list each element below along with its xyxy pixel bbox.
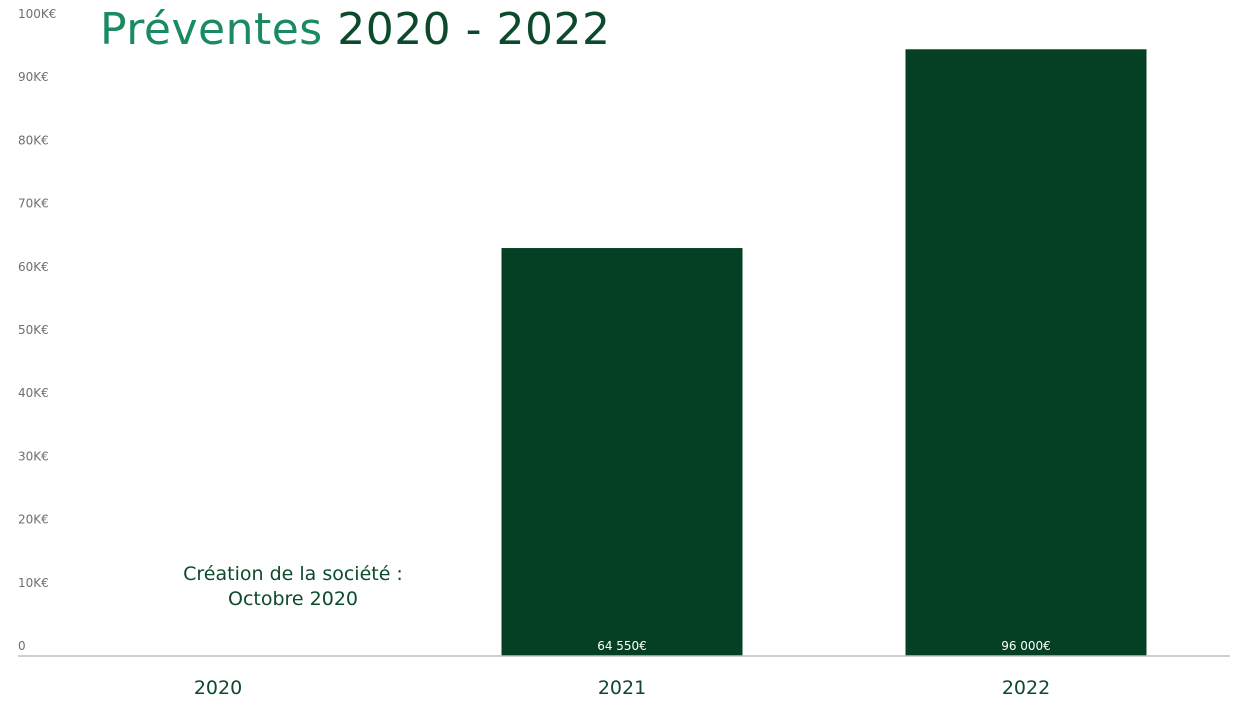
chart-title: Préventes 2020 - 2022: [100, 4, 611, 55]
annotation-line-1: Création de la société :: [183, 563, 403, 585]
data-label-2021: 64 550€: [597, 639, 647, 653]
y-tick-label: 20K€: [18, 513, 49, 527]
data-label-2022: 96 000€: [1001, 639, 1051, 653]
annotation-line-2: Octobre 2020: [227, 588, 358, 610]
y-tick-label: 10K€: [18, 576, 49, 590]
y-tick-label: 70K€: [18, 197, 49, 211]
y-tick-label: 40K€: [18, 386, 49, 400]
y-tick-label: 80K€: [18, 133, 49, 147]
company-creation-annotation: Création de la société : Octobre 2020: [140, 562, 446, 612]
x-tick-label-2022: 2022: [1002, 677, 1050, 699]
y-tick-label: 60K€: [18, 260, 49, 274]
x-tick-label-2021: 2021: [598, 677, 646, 699]
bar-2021: [501, 248, 743, 656]
chart-title-part1: Préventes: [100, 4, 323, 55]
x-tick-label-2020: 2020: [194, 677, 242, 699]
y-tick-label: 30K€: [18, 449, 49, 463]
y-tick-label: 0: [18, 639, 26, 653]
y-tick-label: 90K€: [18, 70, 49, 84]
y-tick-label: 50K€: [18, 323, 49, 337]
chart-title-part2: 2020 - 2022: [337, 4, 611, 55]
bar-2022: [905, 49, 1147, 656]
y-tick-label: 100K€: [18, 7, 56, 21]
